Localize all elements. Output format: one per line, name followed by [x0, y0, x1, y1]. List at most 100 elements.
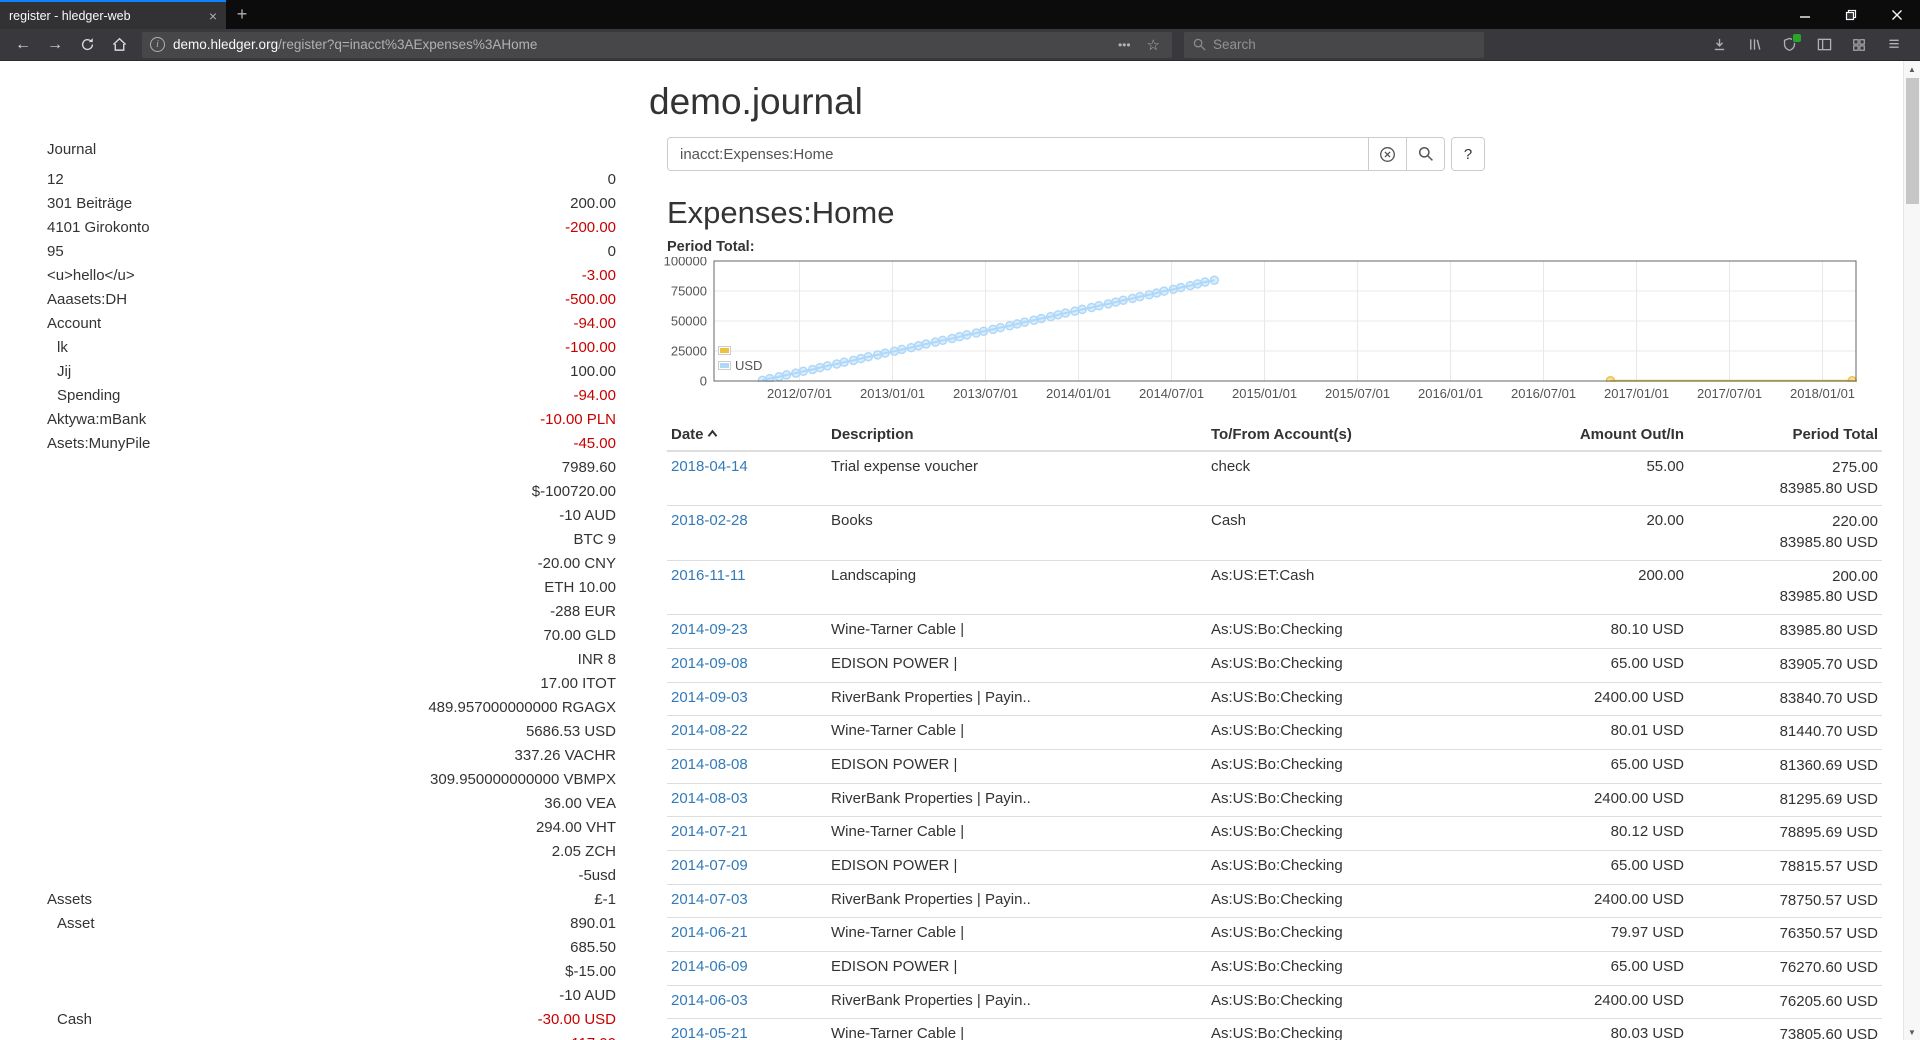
transaction-date-link[interactable]: 2014-05-21 [671, 1025, 748, 1040]
transaction-date-link[interactable]: 2014-09-08 [671, 654, 748, 672]
bookmark-star-icon[interactable]: ☆ [1146, 36, 1160, 54]
transaction-amount: 2400.00 USD [1457, 884, 1688, 919]
transaction-amount: 2400.00 USD [1457, 985, 1688, 1020]
account-link[interactable]: Assets [47, 890, 93, 908]
scrollbar-down-arrow[interactable]: ▼ [1908, 1027, 1916, 1037]
account-link[interactable]: 4101 Girokonto [47, 218, 150, 236]
account-link[interactable]: 95 [47, 242, 64, 260]
window-close-button[interactable] [1874, 0, 1920, 29]
forward-button[interactable]: → [47, 35, 63, 53]
transaction-date-cell: 2014-09-08 [667, 648, 827, 683]
scrollbar-thumb[interactable] [1906, 78, 1919, 204]
column-header-total: Period Total [1688, 419, 1882, 452]
transaction-date-link[interactable]: 2018-02-28 [671, 512, 748, 530]
account-link[interactable] [47, 479, 249, 503]
account-link[interactable]: <u>hello</u> [47, 266, 135, 284]
journal-link[interactable]: Journal [47, 141, 97, 158]
account-link[interactable] [47, 863, 249, 887]
transaction-date-link[interactable]: 2018-04-14 [671, 458, 748, 475]
help-button[interactable]: ? [1451, 137, 1485, 171]
tab-close-icon[interactable]: × [208, 7, 217, 24]
account-link[interactable] [47, 959, 249, 983]
account-link[interactable]: Cash [57, 1010, 93, 1028]
account-link[interactable]: 12 [47, 170, 64, 188]
account-link[interactable]: Jij [57, 362, 72, 380]
account-link[interactable] [47, 767, 249, 791]
account-link[interactable] [47, 839, 249, 863]
clear-query-button[interactable] [1369, 137, 1407, 171]
account-link[interactable] [47, 527, 249, 551]
transaction-date-link[interactable]: 2014-08-08 [671, 755, 748, 773]
tab-bar: register - hledger-web × + [0, 0, 1920, 29]
account-link[interactable] [47, 935, 249, 959]
transaction-date-link[interactable]: 2014-08-03 [671, 789, 748, 807]
account-link[interactable]: Aktywa:mBank [47, 410, 147, 428]
account-link[interactable] [47, 503, 249, 527]
account-link[interactable] [47, 719, 249, 743]
reload-button[interactable] [72, 32, 102, 58]
transaction-amount: 80.03 USD [1457, 1018, 1688, 1040]
browser-search-field[interactable]: Search [1184, 31, 1484, 58]
account-link[interactable]: Account [47, 314, 102, 332]
browser-tab[interactable]: register - hledger-web × [0, 0, 226, 29]
account-link[interactable] [47, 599, 249, 623]
account-link[interactable]: 301 Beiträge [47, 194, 133, 212]
transaction-date-link[interactable]: 2014-06-09 [671, 958, 748, 975]
column-header-date[interactable]: Date [667, 419, 827, 452]
svg-text:2018/01/01: 2018/01/01 [1790, 386, 1855, 401]
site-info-icon[interactable]: i [150, 37, 165, 52]
account-link[interactable]: Asets:MunyPile [47, 434, 151, 452]
scrollbar-up-arrow[interactable]: ▲ [1908, 64, 1916, 74]
query-input[interactable] [667, 137, 1369, 171]
library-button[interactable] [1740, 32, 1768, 58]
account-link[interactable]: Spending [57, 386, 121, 404]
period-total-line1: 81295.69 USD [1779, 790, 1878, 808]
account-link[interactable] [47, 455, 249, 479]
period-total-line1: 81440.70 USD [1779, 723, 1878, 741]
minimize-icon [1800, 15, 1810, 18]
transaction-date-link[interactable]: 2014-07-09 [671, 856, 748, 874]
window-minimize-button[interactable] [1782, 0, 1828, 29]
account-link[interactable]: lk [57, 338, 68, 356]
account-link[interactable] [47, 983, 249, 1007]
account-link[interactable] [47, 647, 249, 671]
account-link[interactable] [47, 551, 249, 575]
transaction-date-link[interactable]: 2014-09-03 [671, 688, 748, 706]
transaction-date-link[interactable]: 2014-06-03 [671, 991, 748, 1009]
transaction-date-link[interactable]: 2014-09-23 [671, 621, 748, 639]
account-link[interactable] [47, 671, 249, 695]
new-tab-button[interactable]: + [236, 4, 248, 24]
transaction-date-link[interactable]: 2014-07-03 [671, 890, 748, 908]
account-link[interactable] [47, 623, 249, 647]
account-row: 17.00 ITOT [47, 671, 616, 695]
transaction-date-link[interactable]: 2014-07-21 [671, 823, 748, 841]
account-link[interactable] [47, 815, 249, 839]
back-button[interactable]: ← [15, 35, 31, 53]
account-link[interactable] [47, 743, 249, 767]
page-actions-icon[interactable]: ••• [1117, 37, 1131, 52]
menu-button[interactable]: ≡ [1888, 33, 1900, 55]
account-link[interactable] [47, 791, 249, 815]
transaction-date-link[interactable]: 2014-06-21 [671, 924, 748, 942]
home-button[interactable] [104, 32, 134, 58]
url-bar[interactable]: i demo.hledger.org/register?q=inacct%3AE… [142, 31, 1172, 58]
account-balance: 100.00 [570, 362, 616, 380]
downloads-button[interactable] [1705, 32, 1733, 58]
window-restore-button[interactable] [1828, 0, 1874, 29]
account-link[interactable] [47, 1031, 249, 1040]
apps-grid-button[interactable] [1845, 32, 1873, 58]
transaction-description: RiverBank Properties | Payin.. [827, 884, 1207, 919]
sidebars-button[interactable] [1810, 32, 1838, 58]
account-link[interactable]: Aaasets:DH [47, 290, 128, 308]
transaction-account: As:US:Bo:Checking [1207, 985, 1457, 1020]
submit-search-button[interactable] [1407, 137, 1445, 171]
account-link[interactable] [47, 575, 249, 599]
account-row: <u>hello</u> -3.00 [47, 263, 616, 287]
account-link[interactable]: Asset [57, 914, 95, 932]
transaction-date-link[interactable]: 2016-11-11 [671, 566, 746, 584]
extension-button[interactable] [1775, 32, 1803, 58]
account-link[interactable] [47, 695, 249, 719]
page-scrollbar[interactable]: ▲ ▼ [1903, 61, 1920, 1040]
transaction-date-link[interactable]: 2014-08-22 [671, 722, 748, 740]
close-icon [1892, 9, 1902, 20]
